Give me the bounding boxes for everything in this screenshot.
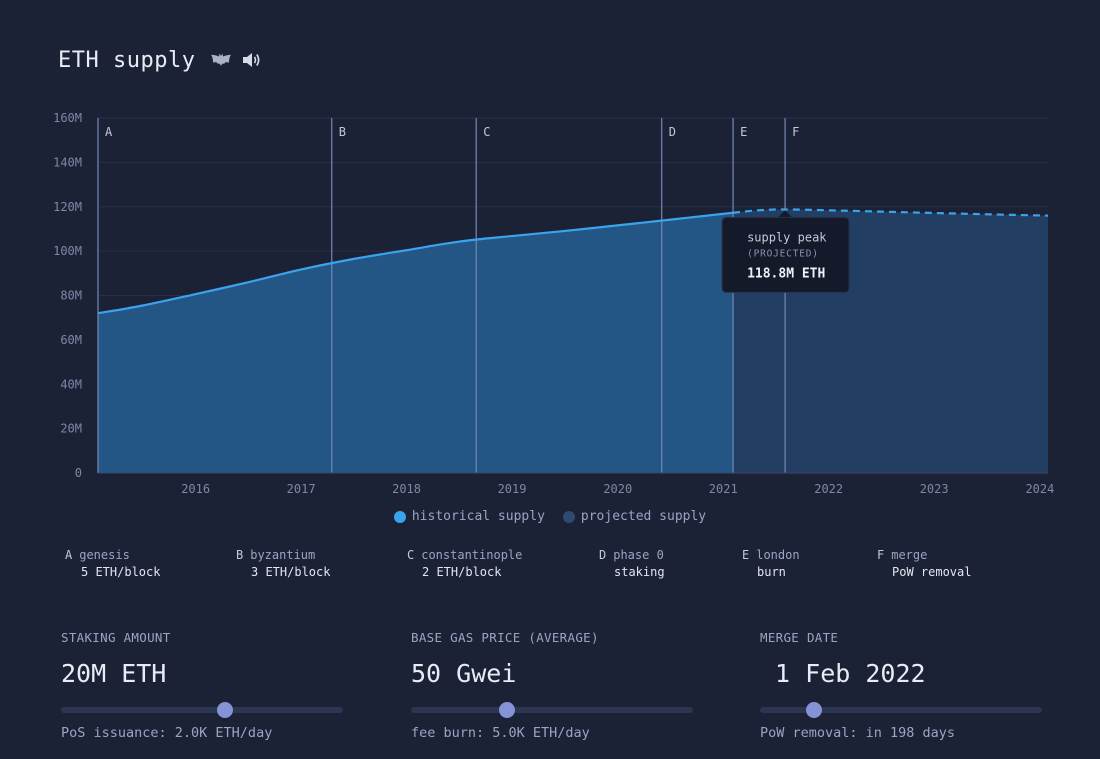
y-tick-label: 100M <box>53 244 82 258</box>
pos-issuance-text: PoS issuance: 2.0K ETH/day <box>61 725 273 741</box>
merge-date-label: MERGE DATE <box>760 630 839 645</box>
bat-icon <box>209 48 233 72</box>
milestone-name: phase 0 <box>613 548 664 562</box>
x-tick-label: 2020 <box>603 482 632 496</box>
milestone-name: merge <box>891 548 928 562</box>
x-tick-label: 2017 <box>287 482 316 496</box>
staking-amount-control: STAKING AMOUNT 20M ETH PoS issuance: 2.0… <box>61 630 343 741</box>
chart-legend: historical supply projected supply <box>0 509 1100 524</box>
chart-lines <box>97 208 1049 315</box>
x-tick-label: 2018 <box>392 482 421 496</box>
milestone-letter: F <box>877 548 885 562</box>
fee-burn-text: fee burn: 5.0K ETH/day <box>411 725 590 741</box>
historical-supply-area <box>98 212 734 473</box>
y-tick-label: 40M <box>60 377 82 391</box>
tooltip-subtitle: (PROJECTED) <box>747 248 819 259</box>
merge-date-slider[interactable] <box>760 702 1042 718</box>
y-tick-label: 0 <box>75 466 82 480</box>
projected-supply-line <box>732 208 1049 217</box>
x-tick-label: 2019 <box>498 482 527 496</box>
base-gas-price-label: BASE GAS PRICE (AVERAGE) <box>411 630 599 645</box>
supply-peak-tooltip: supply peak (PROJECTED) 118.8M ETH <box>721 210 850 293</box>
y-tick-label: 160M <box>53 111 82 125</box>
legend-swatch-projected <box>562 510 575 523</box>
staking-amount-label: STAKING AMOUNT <box>61 630 171 645</box>
marker-label-e: E <box>740 125 747 139</box>
legend-swatch-historical <box>393 510 406 523</box>
milestone-letter: A <box>65 548 73 562</box>
x-tick-label: 2022 <box>814 482 843 496</box>
milestone-letter: B <box>236 548 244 562</box>
slider-track[interactable] <box>61 707 343 713</box>
chart-markers: A B C D E F <box>97 118 799 473</box>
milestone-name: london <box>756 548 800 562</box>
milestone-detail: PoW removal <box>892 565 972 579</box>
speaker-icon[interactable] <box>239 48 263 72</box>
milestone-detail: staking <box>614 565 665 579</box>
milestone-detail: 5 ETH/block <box>81 565 161 579</box>
milestone-name: byzantium <box>250 548 316 562</box>
marker-label-b: B <box>339 125 346 139</box>
chart-areas <box>98 209 1048 473</box>
x-tick-label: 2024 <box>1025 482 1054 496</box>
staking-amount-slider[interactable] <box>61 702 343 718</box>
legend-item-historical[interactable]: historical supply <box>393 509 545 524</box>
pow-removal-text: PoW removal: in 198 days <box>760 725 956 741</box>
x-tick-label: 2016 <box>181 482 210 496</box>
chart-axes: 0 20M 40M 60M 80M 100M 120M 140M 160M 2016 2017 201… <box>53 111 1054 496</box>
milestone-letter: D <box>599 548 607 562</box>
milestone-name: genesis <box>79 548 130 562</box>
x-tick-label: 2021 <box>709 482 738 496</box>
tooltip-title: supply peak <box>747 230 827 244</box>
y-tick-label: 20M <box>60 422 82 436</box>
milestone-detail: 3 ETH/block <box>251 565 331 579</box>
marker-label-a: A <box>105 125 113 139</box>
historical-supply-line <box>97 211 734 315</box>
y-tick-label: 140M <box>53 155 82 169</box>
marker-label-f: F <box>792 125 799 139</box>
legend-label-projected: projected supply <box>580 509 707 524</box>
slider-handle[interactable] <box>805 702 822 718</box>
slider-track[interactable] <box>411 707 693 713</box>
tooltip-value: 118.8M ETH <box>747 266 825 281</box>
y-tick-label: 80M <box>60 289 82 303</box>
milestone-detail: 2 ETH/block <box>422 565 502 579</box>
legend-label-historical: historical supply <box>411 509 545 524</box>
header: ETH supply <box>58 44 263 76</box>
merge-date-value: 1 Feb 2022 <box>760 659 926 688</box>
base-gas-price-value: 50 Gwei <box>411 659 517 688</box>
x-tick-label: 2023 <box>920 482 949 496</box>
base-gas-price-slider[interactable] <box>411 702 693 718</box>
tooltip-arrow <box>778 210 793 218</box>
merge-date-control: MERGE DATE 1 Feb 2022 PoW removal: in 19… <box>760 630 1042 741</box>
milestone-letter: C <box>407 548 415 562</box>
y-tick-label: 60M <box>60 333 82 347</box>
milestone-name: constantinople <box>421 548 523 562</box>
marker-label-c: C <box>483 125 490 139</box>
supply-chart: A B C D E F 0 20M 40M 60M 80M 100M 120M 140M 160M 2016… <box>53 111 1054 496</box>
marker-label-d: D <box>669 125 676 139</box>
legend-item-projected[interactable]: projected supply <box>562 509 707 524</box>
milestone-letter: E <box>742 548 750 562</box>
page-title: ETH supply <box>58 47 196 73</box>
staking-amount-value: 20M ETH <box>61 659 167 688</box>
slider-handle[interactable] <box>498 702 515 718</box>
y-tick-label: 120M <box>53 200 82 214</box>
slider-track[interactable] <box>760 707 1042 713</box>
tooltip-box <box>721 216 850 293</box>
base-gas-price-control: BASE GAS PRICE (AVERAGE) 50 Gwei fee bur… <box>411 630 693 741</box>
milestone-detail: burn <box>757 565 786 579</box>
slider-handle[interactable] <box>216 702 233 718</box>
